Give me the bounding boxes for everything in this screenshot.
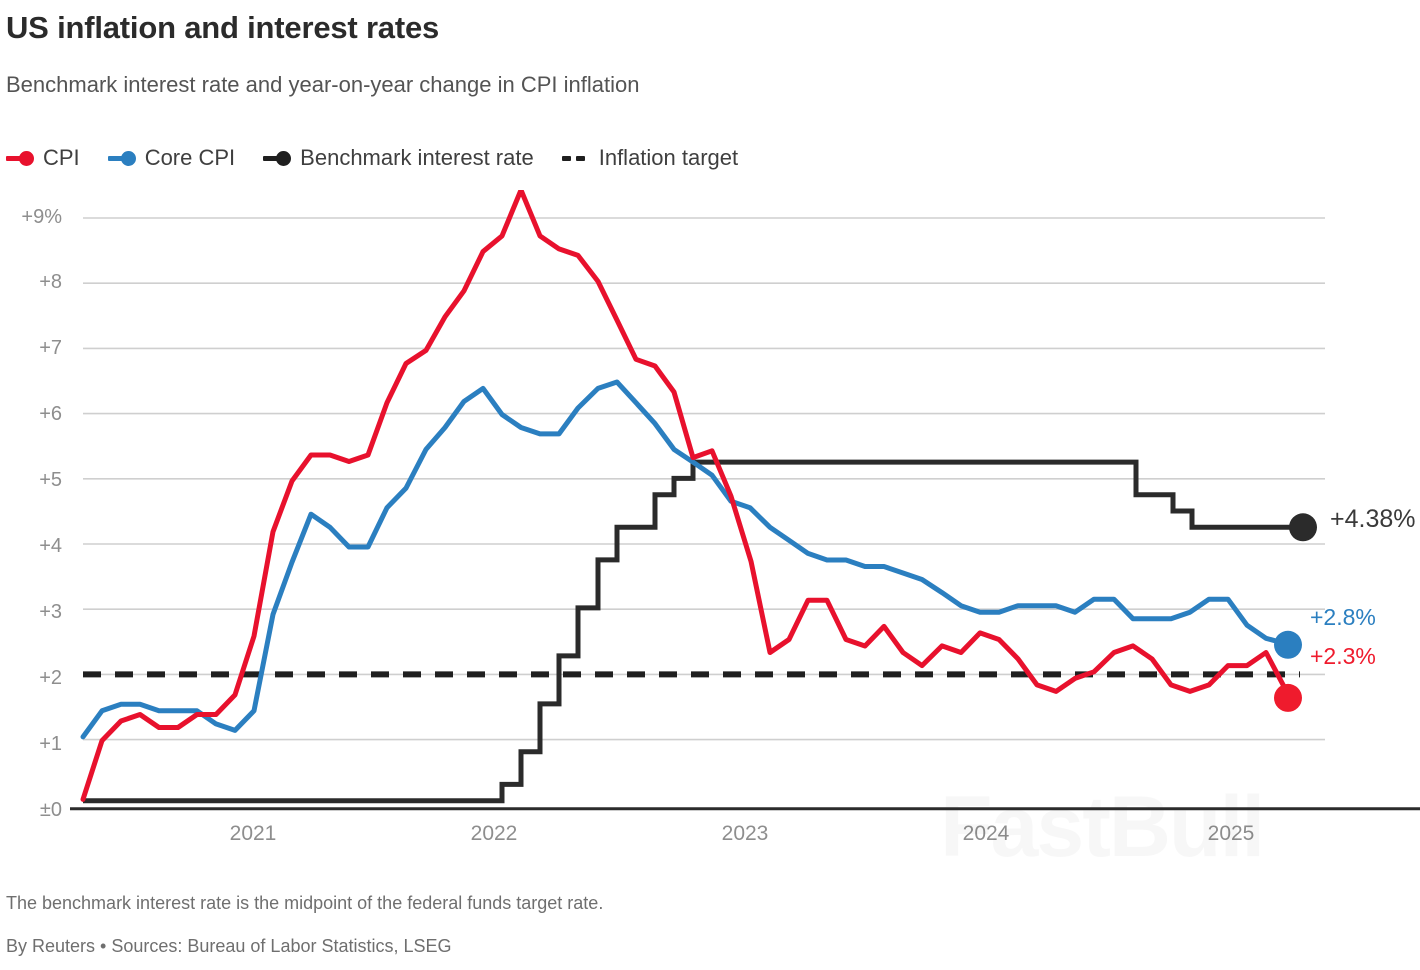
- y-tick-0: ±0: [39, 799, 62, 821]
- x-tick-2024: 2024: [962, 822, 1010, 845]
- legend-item-core-cpi[interactable]: Core CPI: [107, 145, 236, 171]
- legend-label-inflation-target: Inflation target: [598, 145, 739, 170]
- y-tick-5: +5: [39, 469, 62, 491]
- endpoint-dot-benchmark: [1289, 513, 1317, 542]
- x-tick-2021: 2021: [229, 822, 277, 845]
- y-tick-4: +4: [39, 535, 62, 557]
- x-tick-2025: 2025: [1207, 822, 1255, 845]
- series-core-cpi: [80, 379, 1293, 740]
- y-tick-7: +7: [39, 337, 62, 359]
- y-tick-8: +8: [39, 271, 62, 293]
- page-subtitle: Benchmark interest rate and year-on-year…: [6, 72, 640, 97]
- gridlines: [83, 217, 1325, 741]
- x-tick-2023: 2023: [721, 822, 769, 845]
- legend-marker-dashed-icon: [561, 149, 592, 167]
- legend-label-core-cpi: Core CPI: [144, 145, 236, 170]
- y-tick-3: +3: [39, 601, 62, 623]
- endpoint-label-benchmark: +4.38%: [1330, 505, 1416, 533]
- credit-line: By Reuters • Sources: Bureau of Labor St…: [6, 936, 452, 956]
- chart-legend: CPI Core CPI Benchmark interest rate Inf…: [6, 138, 766, 178]
- y-tick-1: +1: [39, 733, 62, 755]
- endpoint-dot-cpi: [1274, 683, 1302, 712]
- legend-marker-benchmark-icon: [263, 149, 293, 167]
- legend-label-cpi: CPI: [43, 145, 80, 170]
- series-cpi: [80, 190, 1293, 802]
- legend-marker-core-cpi-icon: [107, 149, 138, 167]
- y-tick-2: +2: [39, 667, 62, 689]
- endpoint-label-core-cpi: +2.8%: [1310, 604, 1376, 630]
- chart-plot-area: [0, 190, 1420, 830]
- legend-item-cpi[interactable]: CPI: [6, 145, 80, 171]
- endpoint-dot-core-cpi: [1274, 630, 1302, 659]
- page-title: US inflation and interest rates: [6, 10, 440, 45]
- series-benchmark-interest-rate: [83, 459, 1298, 804]
- legend-item-benchmark[interactable]: Benchmark interest rate: [263, 145, 534, 171]
- endpoint-label-cpi: +2.3%: [1310, 643, 1376, 669]
- y-tick-6: +6: [39, 403, 62, 425]
- x-tick-2022: 2022: [470, 822, 518, 845]
- footnote: The benchmark interest rate is the midpo…: [6, 893, 604, 913]
- legend-marker-cpi-icon: [6, 149, 36, 167]
- legend-label-benchmark: Benchmark interest rate: [300, 145, 534, 170]
- legend-item-inflation-target[interactable]: Inflation target: [561, 145, 739, 171]
- y-tick-9: +9%: [21, 206, 62, 228]
